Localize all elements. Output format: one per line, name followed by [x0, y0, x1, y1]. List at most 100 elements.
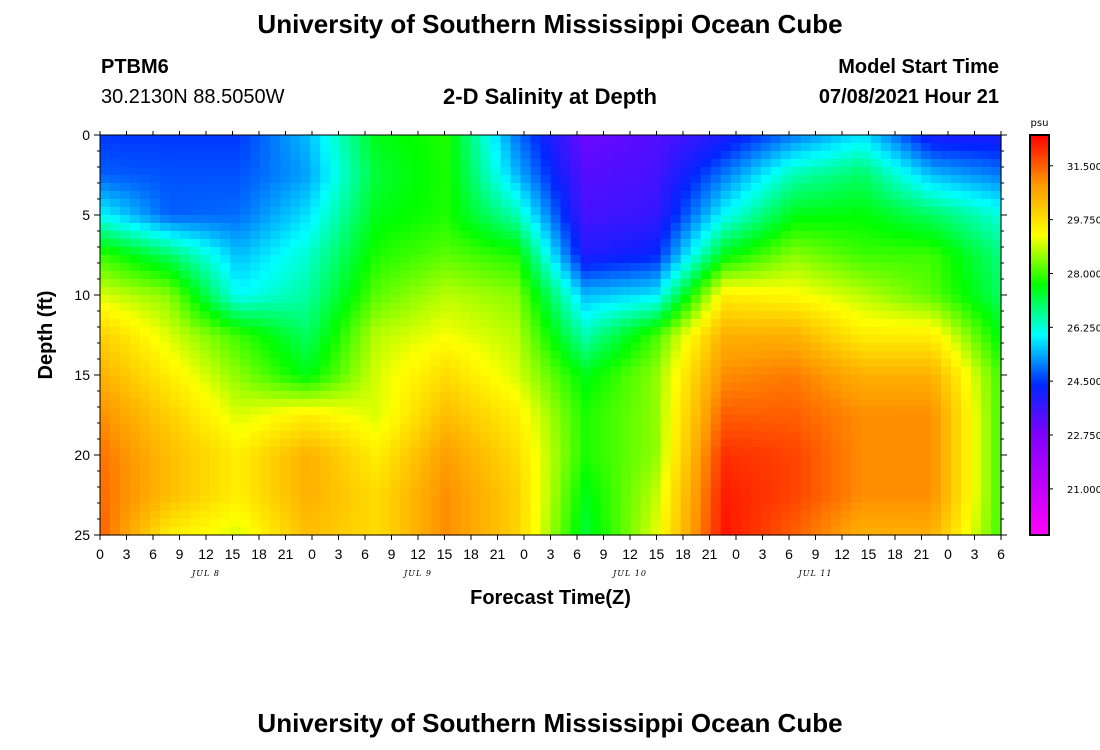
- heatmap-cell: [300, 511, 311, 520]
- heatmap-cell: [680, 279, 692, 288]
- heatmap-cell: [960, 231, 972, 240]
- heatmap-cell: [630, 327, 642, 336]
- heatmap-cell: [860, 439, 872, 448]
- heatmap-cell: [740, 231, 752, 240]
- heatmap-cell: [320, 351, 331, 360]
- heatmap-cell: [960, 135, 972, 144]
- heatmap-cell: [620, 191, 632, 200]
- heatmap-cell: [750, 359, 762, 368]
- heatmap-cell: [890, 519, 902, 528]
- heatmap-cell: [320, 167, 331, 176]
- heatmap-cell: [950, 503, 962, 512]
- heatmap-cell: [650, 183, 662, 192]
- heatmap-cell: [240, 231, 251, 240]
- heatmap-cell: [870, 247, 882, 256]
- heatmap-cell: [380, 191, 391, 200]
- heatmap-cell: [670, 231, 682, 240]
- heatmap-cell: [310, 143, 321, 152]
- heatmap-cell: [370, 199, 381, 208]
- heatmap-cell: [820, 447, 832, 456]
- heatmap-cell: [700, 327, 712, 336]
- heatmap-cell: [130, 303, 141, 312]
- heatmap-cell: [460, 471, 472, 480]
- heatmap-cell: [830, 367, 842, 376]
- heatmap-cell: [560, 167, 572, 176]
- heatmap-cell: [770, 383, 782, 392]
- heatmap-cell: [430, 431, 441, 440]
- heatmap-cell: [320, 207, 331, 216]
- heatmap-cell: [170, 343, 181, 352]
- heatmap-cell: [210, 311, 221, 320]
- heatmap-cell: [110, 439, 121, 448]
- heatmap-cell: [190, 215, 201, 224]
- heatmap-cell: [620, 343, 632, 352]
- heatmap-cell: [770, 407, 782, 416]
- heatmap-cell: [820, 319, 832, 328]
- heatmap-cell: [780, 175, 792, 184]
- heatmap-cell: [580, 151, 592, 160]
- heatmap-cell: [410, 343, 421, 352]
- heatmap-cell: [450, 479, 461, 488]
- heatmap-cell: [220, 295, 231, 304]
- heatmap-cell: [370, 271, 381, 280]
- heatmap-cell: [700, 319, 712, 328]
- heatmap-cell: [800, 303, 812, 312]
- heatmap-cell: [130, 343, 141, 352]
- heatmap-cell: [920, 159, 932, 168]
- heatmap-cell: [120, 311, 131, 320]
- heatmap-cell: [830, 287, 842, 296]
- heatmap-cell: [270, 503, 281, 512]
- heatmap-cell: [340, 159, 351, 168]
- heatmap-cell: [550, 511, 562, 520]
- heatmap-cell: [150, 407, 161, 416]
- x-tick-label: 6: [785, 546, 793, 562]
- heatmap-cell: [440, 375, 451, 384]
- heatmap-cell: [490, 367, 502, 376]
- heatmap-cell: [610, 407, 622, 416]
- heatmap-cell: [590, 311, 602, 320]
- heatmap-cell: [880, 407, 892, 416]
- heatmap-cell: [500, 335, 512, 344]
- heatmap-cell: [990, 479, 1002, 488]
- heatmap-cell: [860, 415, 872, 424]
- heatmap-cell: [960, 455, 972, 464]
- heatmap-cell: [600, 383, 612, 392]
- heatmap-cell: [350, 263, 361, 272]
- heatmap-cell: [740, 471, 752, 480]
- heatmap-cell: [740, 207, 752, 216]
- heatmap-cell: [840, 191, 852, 200]
- heatmap-cell: [300, 335, 311, 344]
- heatmap-cell: [500, 255, 512, 264]
- heatmap-cells: [100, 135, 1002, 536]
- heatmap-cell: [670, 431, 682, 440]
- heatmap-cell: [190, 183, 201, 192]
- heatmap-cell: [380, 231, 391, 240]
- heatmap-cell: [720, 215, 732, 224]
- heatmap-cell: [310, 151, 321, 160]
- heatmap-cell: [640, 415, 652, 424]
- heatmap-cell: [510, 295, 522, 304]
- heatmap-cell: [540, 511, 552, 520]
- heatmap-cell: [820, 159, 832, 168]
- heatmap-cell: [250, 271, 261, 280]
- heatmap-cell: [760, 519, 772, 528]
- heatmap-cell: [900, 295, 912, 304]
- heatmap-cell: [370, 151, 381, 160]
- heatmap-cell: [770, 223, 782, 232]
- heatmap-cell: [840, 359, 852, 368]
- heatmap-cell: [400, 207, 411, 216]
- heatmap-cell: [620, 135, 632, 144]
- heatmap-cell: [710, 391, 722, 400]
- heatmap-cell: [890, 191, 902, 200]
- heatmap-cell: [290, 383, 301, 392]
- heatmap-cell: [590, 431, 602, 440]
- heatmap-cell: [750, 231, 762, 240]
- heatmap-cell: [790, 399, 802, 408]
- heatmap-cell: [830, 215, 842, 224]
- heatmap-cell: [380, 239, 391, 248]
- heatmap-cell: [580, 431, 592, 440]
- heatmap-cell: [270, 223, 281, 232]
- heatmap-cell: [430, 135, 441, 144]
- heatmap-cell: [220, 183, 231, 192]
- heatmap-cell: [600, 471, 612, 480]
